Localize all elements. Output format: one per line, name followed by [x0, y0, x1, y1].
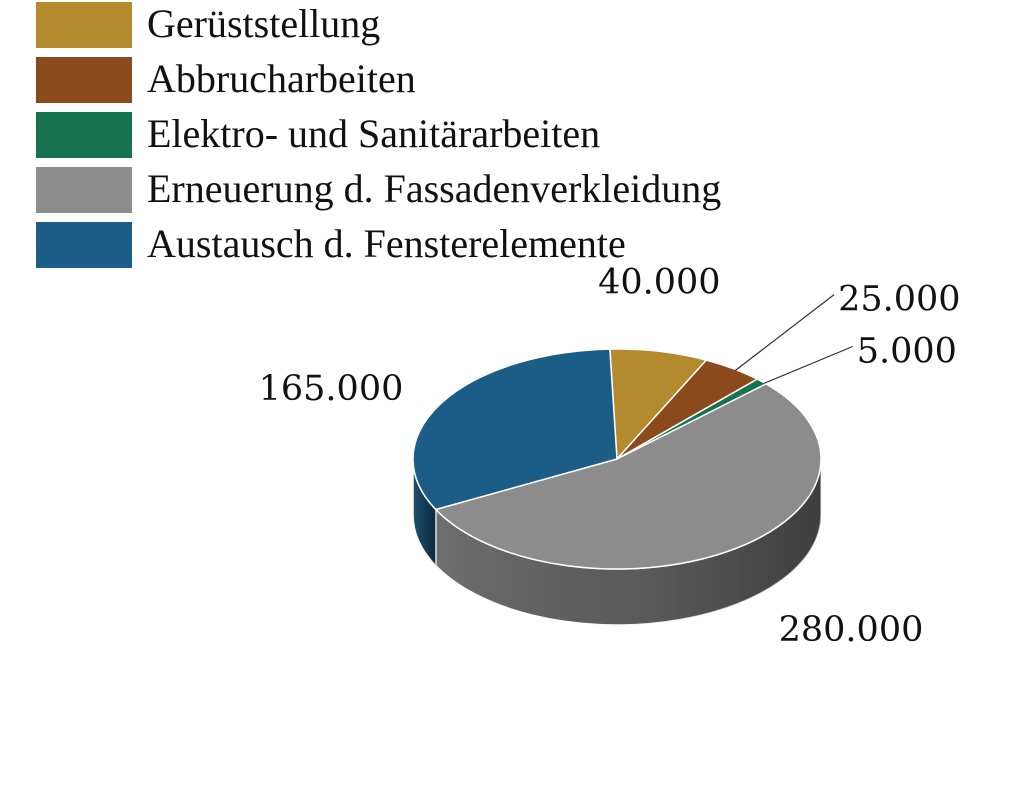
pie-slice: [412, 348, 618, 511]
legend-swatch: [36, 222, 132, 268]
pie-slice: [435, 383, 822, 570]
data-label: 40.000: [598, 262, 720, 302]
data-label: 280.000: [779, 610, 924, 650]
legend-label: Elektro- und Sanitärarbeiten: [147, 111, 601, 156]
legend-swatch: [36, 2, 132, 48]
pie-top-faces: [412, 348, 822, 570]
legend-label: Abbrucharbeiten: [147, 56, 416, 101]
label-leader-lines: [734, 294, 853, 385]
label-leader-line: [734, 294, 835, 372]
data-label: 5.000: [857, 332, 957, 372]
data-labels: 40.000 25.000 5.000 280.000 165.000: [259, 262, 961, 650]
data-label: 25.000: [838, 280, 960, 320]
legend-swatch: [36, 57, 132, 103]
label-leader-line: [763, 345, 853, 385]
data-label: 165.000: [259, 369, 404, 409]
pie-slice: [609, 348, 708, 460]
legend-swatch: [36, 112, 132, 158]
pie-wall-shading: [435, 459, 821, 625]
legend-label: Austausch d. Fensterelemente: [147, 221, 626, 266]
legend-label: Erneuerung d. Fassadenverkleidung: [147, 166, 722, 211]
legend-label: Gerüststellung: [147, 1, 381, 46]
legend-swatch: [36, 167, 132, 213]
